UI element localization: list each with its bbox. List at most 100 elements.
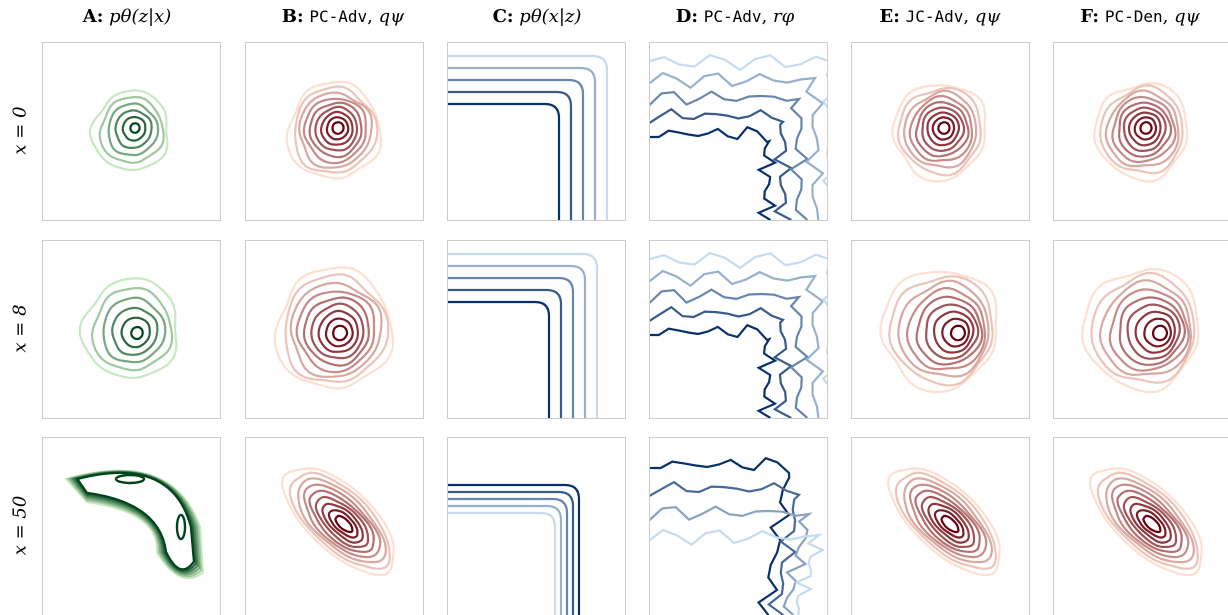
column-title-a: A: pθ(z|x)	[82, 6, 172, 27]
column-title-f: F: PC-Den, qψ	[1080, 6, 1200, 27]
contour-line	[1111, 483, 1190, 559]
contour-line	[447, 490, 575, 615]
contour-line	[1118, 296, 1187, 366]
contour-line	[317, 309, 360, 353]
contour-line	[915, 295, 984, 366]
panel-c-row0	[447, 54, 609, 220]
panel-f-row2	[1088, 467, 1203, 577]
contour-line	[914, 489, 981, 554]
contour-line	[649, 107, 794, 220]
contour-line	[1133, 116, 1158, 141]
contour-line	[331, 121, 345, 135]
panel-frame	[851, 42, 1030, 221]
contour-line	[447, 90, 573, 220]
contour-line	[321, 502, 364, 544]
contour-line	[1143, 317, 1173, 348]
panel-frame	[1053, 240, 1228, 419]
contour-line	[1122, 106, 1167, 152]
contour-line	[334, 514, 354, 534]
contour-line	[940, 514, 960, 534]
contour-line	[284, 273, 390, 384]
contour-line	[294, 85, 379, 174]
contour-line	[909, 483, 988, 559]
contour-line	[649, 269, 825, 418]
contour-line	[327, 509, 359, 539]
contour-line	[1139, 121, 1153, 135]
panel-frame	[42, 42, 221, 221]
contour-line	[310, 302, 365, 360]
contour-line	[926, 111, 961, 147]
contour-line	[897, 279, 990, 378]
contour-line	[933, 509, 965, 539]
panel-e-row0	[891, 84, 987, 183]
contour-line	[915, 100, 970, 158]
contour-line	[894, 471, 997, 570]
panel-f-row1	[1081, 267, 1200, 394]
contour-line	[649, 71, 825, 220]
contour-line	[933, 310, 975, 354]
panel-a-row2	[64, 469, 205, 580]
panel-frame	[649, 240, 828, 419]
contour-line	[1117, 101, 1173, 158]
contour-line	[649, 323, 778, 418]
contour-line	[1099, 84, 1184, 175]
contour-line	[302, 296, 370, 367]
panel-frame	[851, 240, 1030, 419]
contour-line	[314, 105, 359, 152]
contour-line	[920, 495, 976, 549]
contour-line	[111, 306, 159, 356]
panel-frame	[447, 240, 626, 419]
panel-d-row2	[649, 456, 826, 615]
contour-line	[447, 66, 597, 220]
column-title-b: B: PC-Adv, qψ	[281, 6, 405, 27]
contour-line	[107, 102, 160, 157]
panel-frame	[1053, 437, 1228, 615]
contour-line	[649, 505, 814, 615]
contour-line	[302, 97, 367, 165]
contour-line	[102, 296, 167, 364]
contour-line	[114, 109, 153, 149]
contour-line	[308, 101, 363, 159]
contour-line	[649, 480, 802, 615]
contour-line	[71, 471, 199, 574]
contour-line	[1104, 89, 1180, 168]
panel-frame	[447, 42, 626, 221]
contour-line	[129, 122, 141, 134]
panel-frame	[245, 437, 424, 615]
contour-line	[1122, 495, 1178, 549]
contour-line	[280, 467, 395, 577]
contour-line	[78, 277, 178, 380]
contour-line	[902, 89, 978, 169]
contour-line	[1129, 502, 1172, 544]
contour-line	[75, 471, 196, 571]
contour-line	[649, 125, 778, 220]
contour-line	[447, 300, 551, 418]
contour-line	[908, 94, 974, 162]
panel-frame	[851, 437, 1030, 615]
panel-c-row1	[447, 252, 599, 418]
contour-line	[285, 80, 383, 180]
contour-line	[1134, 310, 1176, 354]
contour-line	[921, 106, 966, 153]
contour-line	[447, 102, 561, 220]
contour-line	[447, 54, 609, 220]
contour-line	[88, 89, 169, 172]
contour-line	[447, 483, 581, 615]
contour-line	[1093, 81, 1189, 183]
contour-line	[325, 116, 350, 141]
column-title-e: E: JC-Adv, qψ	[879, 6, 1001, 27]
panel-e-row2	[886, 467, 1001, 577]
contour-line	[314, 495, 370, 549]
panel-a-row1	[78, 277, 178, 380]
contour-line	[66, 470, 203, 578]
contour-line	[447, 276, 575, 418]
contour-line	[90, 286, 174, 372]
contour-line	[649, 53, 827, 188]
contour-line	[896, 86, 982, 177]
contour-line	[447, 264, 587, 418]
panel-frame	[649, 437, 828, 615]
contour-line	[273, 266, 395, 390]
contour-line	[649, 251, 827, 386]
contour-line	[447, 252, 599, 418]
